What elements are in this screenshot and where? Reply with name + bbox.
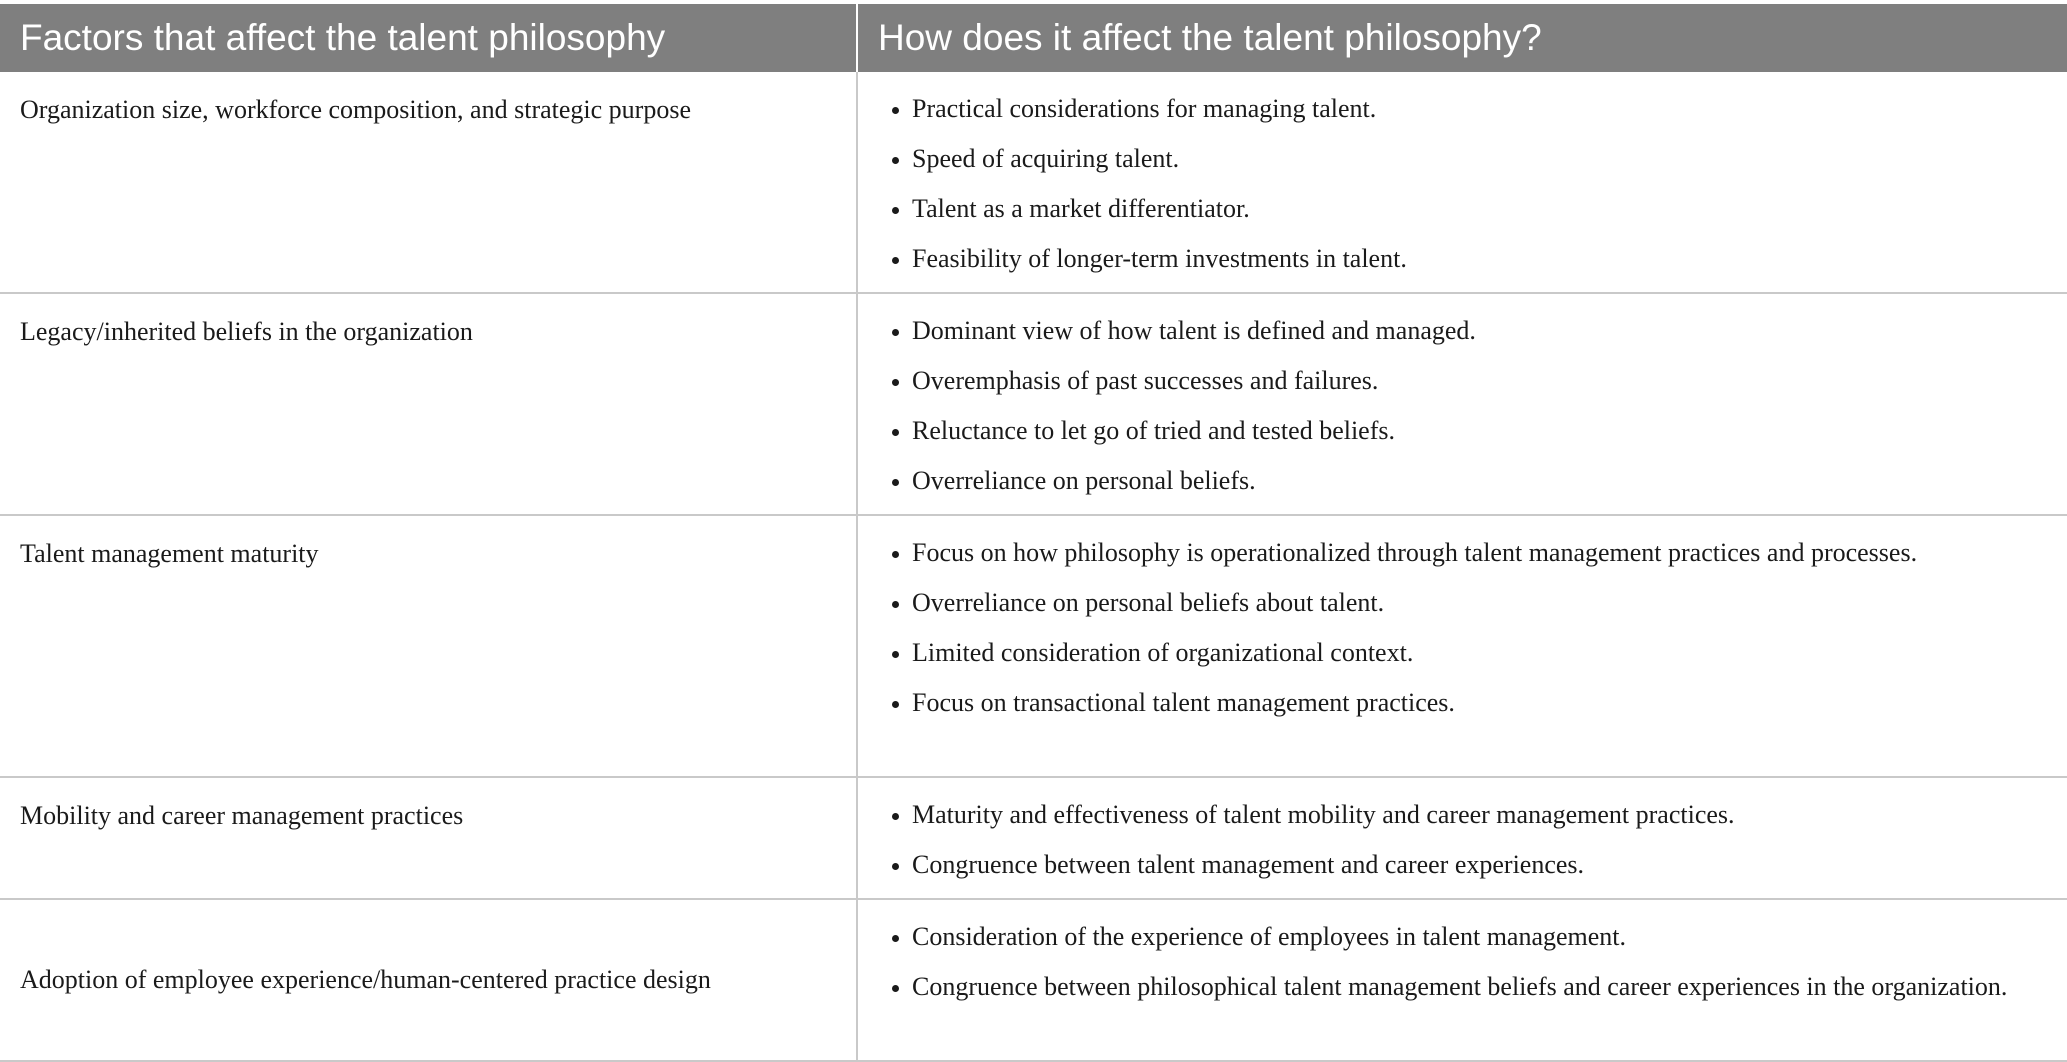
- effect-item: Congruence between philosophical talent …: [912, 962, 2027, 1012]
- effects-list: Practical considerations for managing ta…: [878, 84, 2027, 284]
- effect-item: Focus on how philosophy is operationaliz…: [912, 528, 2027, 578]
- talent-factors-table-container: Factors that affect the talent philosoph…: [0, 4, 2067, 1062]
- column-header-factors: Factors that affect the talent philosoph…: [0, 4, 858, 72]
- effects-cell: Consideration of the experience of emplo…: [857, 899, 2067, 1062]
- effect-item: Dominant view of how talent is defined a…: [912, 306, 2027, 356]
- effect-item: Overreliance on personal beliefs.: [912, 456, 2027, 506]
- effect-item: Maturity and effectiveness of talent mob…: [912, 790, 2027, 840]
- effect-item: Reluctance to let go of tried and tested…: [912, 406, 2027, 456]
- table-row: Legacy/inherited beliefs in the organiza…: [0, 293, 2067, 516]
- effects-cell: Dominant view of how talent is defined a…: [857, 293, 2067, 516]
- effect-item: Speed of acquiring talent.: [912, 134, 2027, 184]
- factor-cell: Mobility and career management practices: [0, 777, 858, 900]
- factor-cell: Talent management maturity: [0, 515, 858, 778]
- table-row: Mobility and career management practices…: [0, 777, 2067, 900]
- effects-cell: Focus on how philosophy is operationaliz…: [857, 515, 2067, 778]
- effects-cell: Maturity and effectiveness of talent mob…: [857, 777, 2067, 900]
- effects-list: Consideration of the experience of emplo…: [878, 912, 2027, 1012]
- effect-item: Limited consideration of organizational …: [912, 628, 2027, 678]
- effect-item: Talent as a market differentiator.: [912, 184, 2027, 234]
- table-header-row: Factors that affect the talent philosoph…: [0, 4, 2067, 72]
- effect-item: Feasibility of longer-term investments i…: [912, 234, 2027, 284]
- effect-item: Consideration of the experience of emplo…: [912, 912, 2027, 962]
- factor-cell: Adoption of employee experience/human-ce…: [0, 899, 858, 1062]
- column-header-effects: How does it affect the talent philosophy…: [857, 4, 2067, 72]
- effect-item: Overreliance on personal beliefs about t…: [912, 578, 2027, 628]
- effects-list: Dominant view of how talent is defined a…: [878, 306, 2027, 506]
- effects-cell: Practical considerations for managing ta…: [857, 72, 2067, 294]
- factor-cell: Organization size, workforce composition…: [0, 72, 858, 294]
- factor-cell: Legacy/inherited beliefs in the organiza…: [0, 293, 858, 516]
- table-row: Adoption of employee experience/human-ce…: [0, 899, 2067, 1062]
- effect-item: Overemphasis of past successes and failu…: [912, 356, 2027, 406]
- table-row: Organization size, workforce composition…: [0, 72, 2067, 294]
- effect-item: Practical considerations for managing ta…: [912, 84, 2027, 134]
- effect-item: Congruence between talent management and…: [912, 840, 2027, 890]
- effects-list: Maturity and effectiveness of talent mob…: [878, 790, 2027, 890]
- effects-list: Focus on how philosophy is operationaliz…: [878, 528, 2027, 728]
- effect-item: Focus on transactional talent management…: [912, 678, 2027, 728]
- table-row: Talent management maturity Focus on how …: [0, 515, 2067, 778]
- talent-factors-table: Factors that affect the talent philosoph…: [0, 4, 2067, 1062]
